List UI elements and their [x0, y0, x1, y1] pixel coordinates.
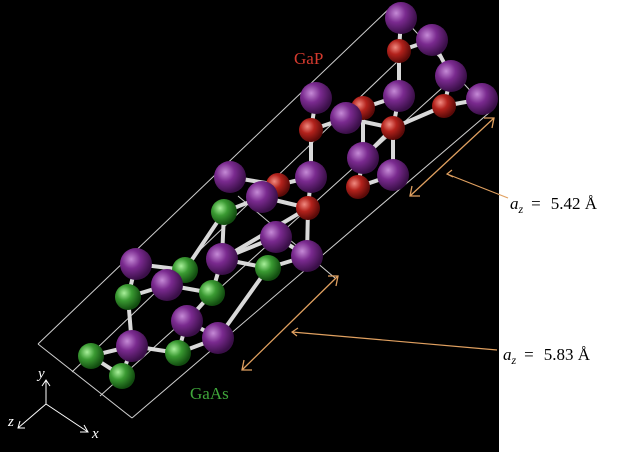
as-atom [255, 255, 281, 281]
ga-atom [291, 240, 323, 272]
as-atom [211, 199, 237, 225]
ga-atom [214, 161, 246, 193]
p-atom [381, 116, 405, 140]
ga-atom [206, 243, 238, 275]
az-equals: = [531, 194, 541, 213]
ga-atom [295, 161, 327, 193]
ga-atom [385, 2, 417, 34]
p-atom [296, 196, 320, 220]
az-symbol: a [510, 194, 519, 213]
az-subscript: z [518, 202, 524, 216]
az-value: 5.83 Å [544, 345, 591, 364]
az-annotation-gaas: az = 5.83 Å [503, 345, 591, 367]
atom-spheres [78, 2, 498, 389]
p-atom [346, 175, 370, 199]
ga-atom [435, 60, 467, 92]
annotation-leaders [290, 169, 509, 351]
p-atom [432, 94, 456, 118]
az-annotation-gap: az = 5.42 Å [510, 194, 598, 216]
axis-x-label: x [91, 426, 99, 442]
gaas-label: GaAs [190, 384, 229, 403]
ga-atom [202, 322, 234, 354]
az-value: 5.42 Å [551, 194, 598, 213]
az-symbol: a [503, 345, 512, 364]
ga-atom [377, 159, 409, 191]
axis-y-label: y [36, 366, 45, 382]
ga-atom [383, 80, 415, 112]
as-atom [78, 343, 104, 369]
as-atom [199, 280, 225, 306]
lattice-dimension-arrows [241, 117, 495, 371]
ga-atom [116, 330, 148, 362]
as-atom [109, 363, 135, 389]
ga-atom [171, 305, 203, 337]
ga-atom [246, 181, 278, 213]
az-equals: = [524, 345, 534, 364]
ga-atom [416, 24, 448, 56]
az-subscript: z [511, 353, 517, 367]
p-atom [387, 39, 411, 63]
ga-atom [260, 221, 292, 253]
ga-atom [347, 142, 379, 174]
as-atom [165, 340, 191, 366]
p-atom [299, 118, 323, 142]
coordinate-axes [17, 379, 89, 433]
ga-atom [466, 83, 498, 115]
structure-panel [0, 0, 499, 452]
axis-z-label: z [7, 414, 14, 430]
ga-atom [330, 102, 362, 134]
ga-atom [151, 269, 183, 301]
gap-label: GaP [294, 49, 323, 68]
ga-atom [300, 82, 332, 114]
ga-atom [120, 248, 152, 280]
as-atom [115, 284, 141, 310]
